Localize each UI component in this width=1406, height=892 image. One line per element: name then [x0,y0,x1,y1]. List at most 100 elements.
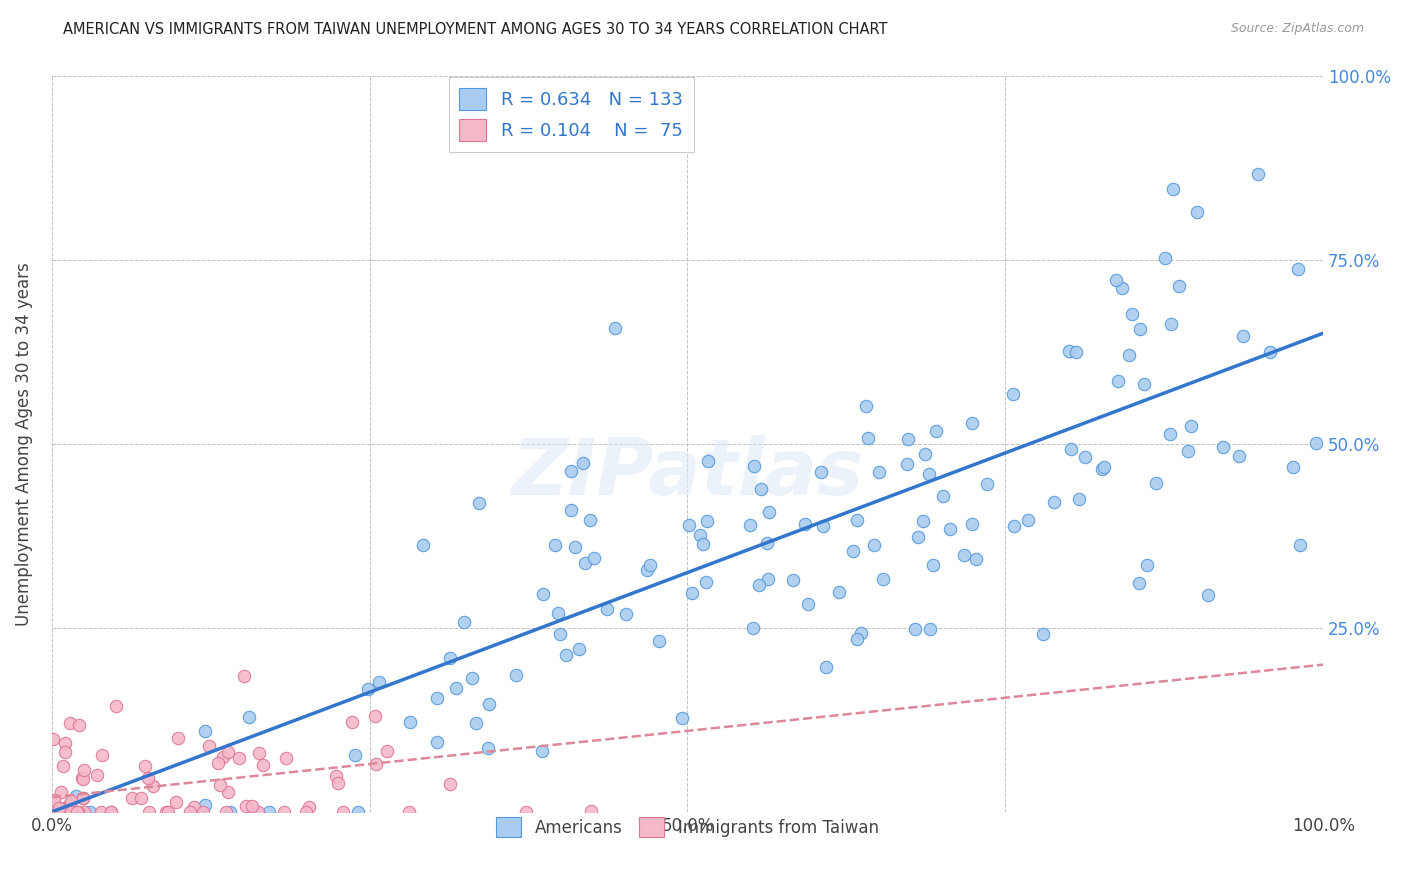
Point [845,513,868,527]
Point [1128,575,1150,590]
Point [193,724,215,739]
Point [1212,441,1234,455]
Point [67,805,90,819]
Point [922,558,945,572]
Point [855,399,877,413]
Point [636,563,658,577]
Point [398,715,420,730]
Point [368,674,391,689]
Point [238,710,260,724]
Point [1227,450,1250,464]
Point [827,584,849,599]
Point [1232,329,1254,343]
Point [467,496,489,510]
Point [347,805,370,819]
Point [868,465,890,479]
Point [1129,322,1152,336]
Point [581,804,603,818]
Point [749,482,772,496]
Point [326,776,349,790]
Point [72,772,94,786]
Point [925,424,948,438]
Point [53,736,76,750]
Point [73,805,96,819]
Point [217,785,239,799]
Point [86,768,108,782]
Point [548,627,571,641]
Point [1258,344,1281,359]
Point [217,745,239,759]
Point [91,748,114,763]
Point [965,552,987,566]
Point [198,739,221,753]
Point [129,790,152,805]
Point [90,805,112,819]
Point [155,805,177,819]
Point [478,698,501,712]
Point [1066,345,1088,359]
Point [960,416,983,430]
Point [228,750,250,764]
Point [209,778,232,792]
Point [1282,459,1305,474]
Point [1168,279,1191,293]
Point [1067,491,1090,506]
Point [841,544,863,558]
Point [742,458,765,473]
Point [65,789,87,804]
Point [425,735,447,749]
Point [560,503,582,517]
Point [55,745,77,759]
Point [794,516,817,531]
Point [1001,387,1024,401]
Point [79,805,101,819]
Point [252,758,274,772]
Point [756,536,779,550]
Point [412,538,434,552]
Point [240,798,263,813]
Point [44,793,66,807]
Point [375,744,398,758]
Point [1107,374,1129,388]
Point [477,740,499,755]
Point [325,769,347,783]
Point [1305,435,1327,450]
Point [1057,344,1080,359]
Point [1161,182,1184,196]
Point [156,805,179,819]
Point [1177,444,1199,458]
Point [1153,252,1175,266]
Point [233,668,256,682]
Point [738,518,761,533]
Point [1136,558,1159,572]
Point [207,756,229,770]
Point [1118,348,1140,362]
Point [907,530,929,544]
Point [51,785,73,799]
Point [846,632,869,647]
Point [60,794,83,808]
Point [343,748,366,763]
Point [872,572,894,586]
Point [439,777,461,791]
Point [134,759,156,773]
Point [851,625,873,640]
Point [59,805,82,819]
Point [62,805,84,819]
Point [953,548,976,562]
Legend: Americans, Immigrants from Taiwan: Americans, Immigrants from Taiwan [489,810,886,844]
Point [932,489,955,503]
Point [104,699,127,714]
Point [811,519,834,533]
Point [183,800,205,814]
Point [1197,588,1219,602]
Point [100,805,122,819]
Point [364,709,387,723]
Point [138,805,160,819]
Point [614,607,637,621]
Point [1180,419,1202,434]
Point [856,431,879,445]
Point [976,476,998,491]
Point [42,731,65,746]
Point [579,513,602,527]
